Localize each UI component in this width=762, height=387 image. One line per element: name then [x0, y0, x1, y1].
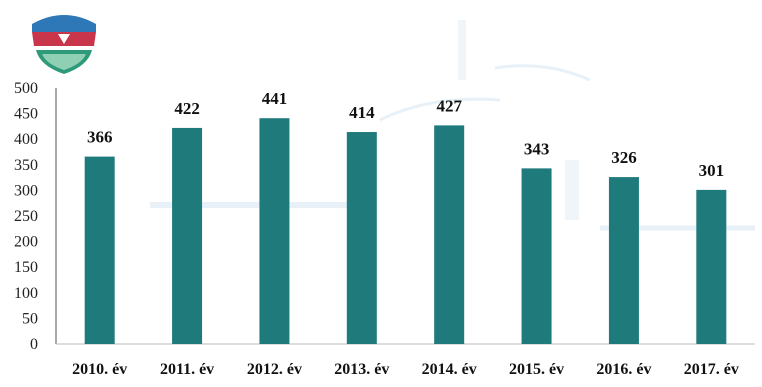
x-tick-label: 2012. év [247, 361, 302, 378]
category-labels: 2010. év 2011. év 2012. év 2013. év 2014. év… [72, 361, 739, 378]
bar-series [84, 118, 727, 344]
emblem-icon [32, 15, 96, 74]
bar [172, 127, 203, 344]
data-label: 414 [349, 103, 375, 122]
bar [259, 118, 290, 344]
x-tick-label: 2010. év [72, 361, 127, 378]
data-label: 343 [524, 139, 550, 158]
y-tick-label: 0 [30, 336, 38, 353]
y-tick-label: 250 [14, 208, 38, 225]
y-tick-label: 200 [14, 234, 38, 251]
x-tick-label: 2014. év [422, 361, 477, 378]
bar [521, 168, 552, 344]
y-tick-label: 50 [22, 310, 38, 327]
y-tick-label: 450 [14, 106, 38, 123]
bar [346, 132, 377, 344]
x-tick-label: 2013. év [334, 361, 389, 378]
data-label: 326 [611, 148, 637, 167]
data-label: 301 [699, 161, 725, 180]
bar [608, 177, 639, 344]
y-tick-label: 100 [14, 285, 38, 302]
data-label: 422 [174, 99, 200, 118]
data-labels: 366 422 441 414 427 343 326 301 [87, 89, 724, 180]
data-label: 441 [262, 89, 288, 108]
bar [84, 156, 115, 344]
x-tick-label: 2015. év [509, 361, 564, 378]
x-tick-label: 2017. év [684, 361, 739, 378]
y-tick-label: 400 [14, 131, 38, 148]
bar [434, 125, 465, 344]
bar [696, 189, 727, 344]
y-tick-label: 300 [14, 182, 38, 199]
data-label: 366 [87, 128, 113, 147]
y-tick-labels: 0 50 100 150 200 250 300 350 400 450 500 [14, 80, 38, 353]
x-tick-label: 2016. év [596, 361, 651, 378]
y-tick-label: 500 [14, 80, 38, 97]
x-tick-label: 2011. év [160, 361, 214, 378]
data-label: 427 [436, 96, 462, 115]
y-tick-label: 350 [14, 157, 38, 174]
y-tick-label: 150 [14, 259, 38, 276]
